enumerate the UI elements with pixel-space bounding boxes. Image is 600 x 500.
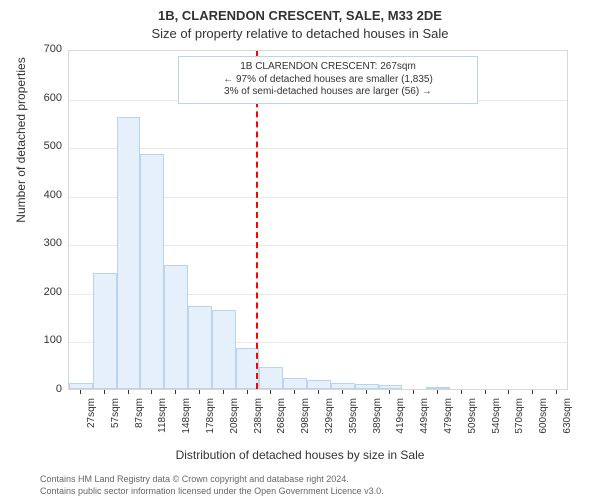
- histogram-bar: [283, 378, 307, 389]
- annotation-line-2: ← 97% of detached houses are smaller (1,…: [189, 74, 467, 87]
- xtick-mark: [342, 390, 343, 394]
- xtick-mark: [104, 390, 105, 394]
- histogram-bar: [164, 265, 188, 389]
- xtick-mark: [270, 390, 271, 394]
- xtick-label: 419sqm: [395, 398, 406, 448]
- histogram-bar: [307, 380, 331, 389]
- xtick-label: 329sqm: [324, 398, 335, 448]
- histogram-bar: [140, 154, 164, 389]
- xtick-mark: [318, 390, 319, 394]
- xtick-label: 27sqm: [86, 398, 97, 448]
- xtick-label: 57sqm: [110, 398, 121, 448]
- xtick-mark: [294, 390, 295, 394]
- footer-line-2: Contains public sector information licen…: [40, 486, 600, 496]
- xtick-mark: [128, 390, 129, 394]
- annotation-line-3: 3% of semi-detached houses are larger (5…: [189, 86, 467, 99]
- xtick-mark: [389, 390, 390, 394]
- xtick-mark: [461, 390, 462, 394]
- histogram-bar: [188, 306, 212, 389]
- xtick-label: 118sqm: [157, 398, 168, 448]
- xtick-mark: [508, 390, 509, 394]
- ytick-label: 300: [32, 237, 62, 249]
- y-axis-label: Number of detached properties: [14, 0, 28, 310]
- xtick-mark: [247, 390, 248, 394]
- xtick-label: 178sqm: [205, 398, 216, 448]
- xtick-mark: [151, 390, 152, 394]
- ytick-label: 200: [32, 286, 62, 298]
- xtick-mark: [175, 390, 176, 394]
- ytick-label: 0: [32, 383, 62, 395]
- xtick-label: 238sqm: [253, 398, 264, 448]
- ytick-label: 500: [32, 140, 62, 152]
- xtick-label: 509sqm: [467, 398, 478, 448]
- xtick-label: 600sqm: [538, 398, 549, 448]
- xtick-label: 208sqm: [229, 398, 240, 448]
- histogram-bar: [355, 384, 379, 389]
- xtick-label: 87sqm: [134, 398, 145, 448]
- histogram-bar: [259, 367, 283, 389]
- xtick-mark: [223, 390, 224, 394]
- histogram-bar: [93, 273, 117, 389]
- xtick-label: 570sqm: [514, 398, 525, 448]
- xtick-mark: [532, 390, 533, 394]
- histogram-bar: [379, 385, 403, 389]
- xtick-mark: [80, 390, 81, 394]
- gridline: [69, 148, 567, 149]
- ytick-label: 400: [32, 189, 62, 201]
- ytick-label: 100: [32, 334, 62, 346]
- histogram-bar: [69, 383, 93, 389]
- histogram-bar: [117, 117, 141, 389]
- ytick-label: 700: [32, 43, 62, 55]
- xtick-label: 359sqm: [348, 398, 359, 448]
- xtick-label: 389sqm: [372, 398, 383, 448]
- xtick-mark: [556, 390, 557, 394]
- ytick-label: 600: [32, 92, 62, 104]
- histogram-bar: [426, 387, 450, 389]
- xtick-mark: [413, 390, 414, 394]
- annotation-box: 1B CLARENDON CRESCENT: 267sqm← 97% of de…: [178, 56, 478, 104]
- xtick-mark: [437, 390, 438, 394]
- xtick-mark: [485, 390, 486, 394]
- histogram-bar: [331, 383, 355, 389]
- xtick-label: 298sqm: [300, 398, 311, 448]
- chart-title: 1B, CLARENDON CRESCENT, SALE, M33 2DE: [0, 8, 600, 23]
- chart-subtitle: Size of property relative to detached ho…: [0, 26, 600, 41]
- annotation-line-1: 1B CLARENDON CRESCENT: 267sqm: [189, 61, 467, 74]
- xtick-label: 148sqm: [181, 398, 192, 448]
- xtick-mark: [199, 390, 200, 394]
- histogram-bar: [212, 310, 236, 389]
- x-axis-label: Distribution of detached houses by size …: [0, 448, 600, 462]
- xtick-label: 540sqm: [491, 398, 502, 448]
- xtick-label: 449sqm: [419, 398, 430, 448]
- xtick-label: 268sqm: [276, 398, 287, 448]
- footer-line-1: Contains HM Land Registry data © Crown c…: [40, 474, 600, 484]
- xtick-label: 479sqm: [443, 398, 454, 448]
- xtick-mark: [366, 390, 367, 394]
- xtick-label: 630sqm: [562, 398, 573, 448]
